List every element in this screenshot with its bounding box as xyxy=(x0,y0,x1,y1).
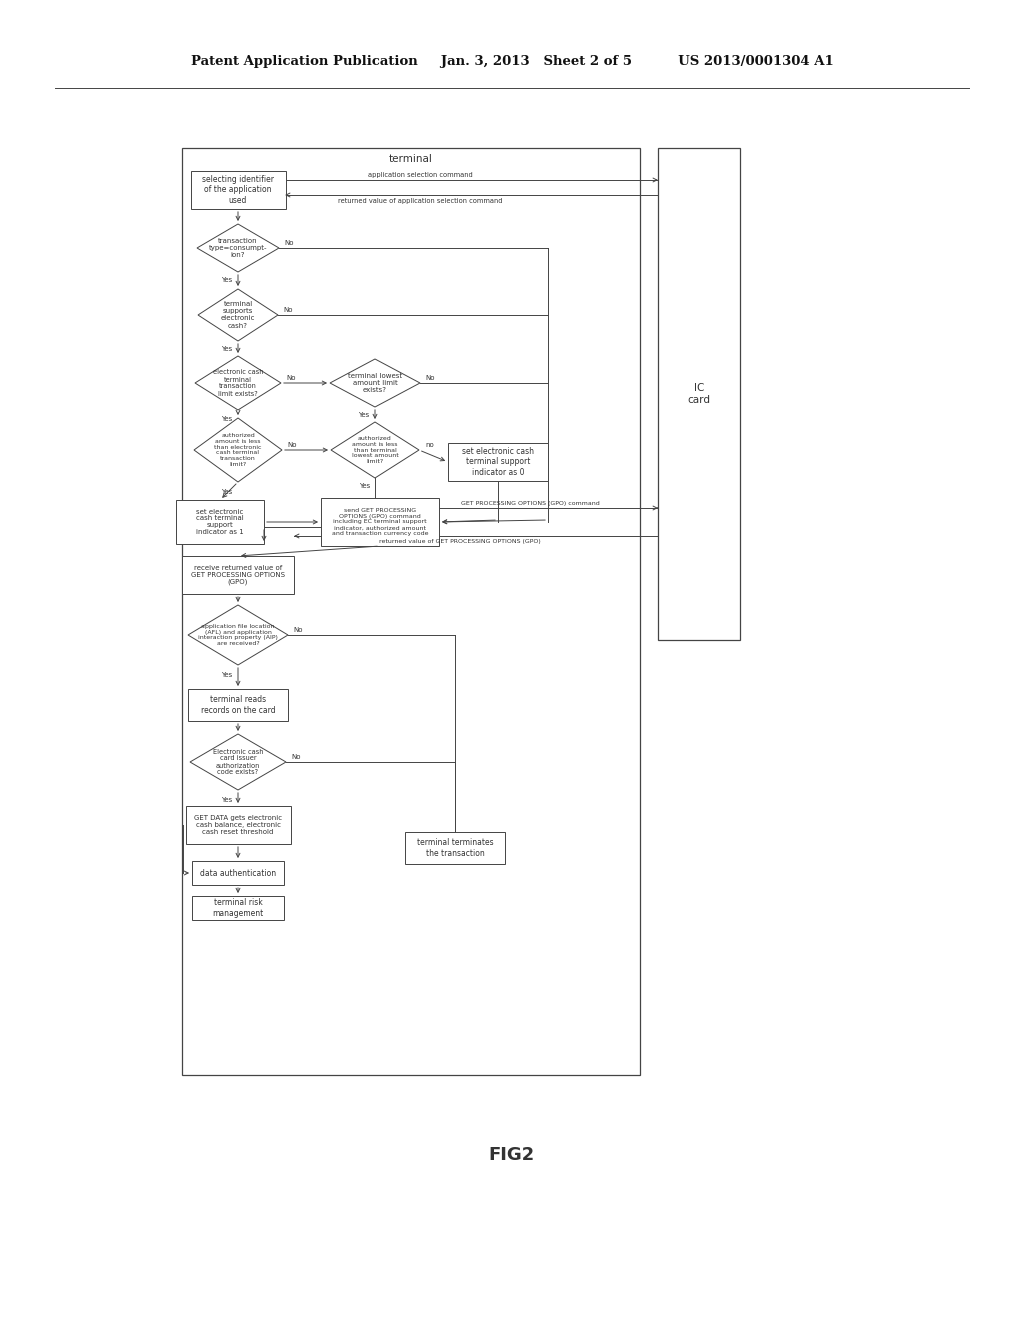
Polygon shape xyxy=(198,289,278,341)
Bar xyxy=(185,807,291,843)
Bar xyxy=(449,444,548,480)
Text: returned value of GET PROCESSING OPTIONS (GPO): returned value of GET PROCESSING OPTIONS… xyxy=(379,540,541,544)
Polygon shape xyxy=(190,734,286,789)
Text: No: No xyxy=(283,308,293,313)
Text: Yes: Yes xyxy=(221,277,232,282)
Polygon shape xyxy=(331,422,419,478)
Text: Yes: Yes xyxy=(221,416,232,422)
Bar xyxy=(658,148,740,640)
Text: No: No xyxy=(284,240,294,246)
Text: terminal
supports
electronic
cash?: terminal supports electronic cash? xyxy=(221,301,255,329)
Text: Electronic cash
card issuer
authorization
code exists?: Electronic cash card issuer authorizatio… xyxy=(213,748,263,776)
Text: electronic cash
terminal
transaction
limit exists?: electronic cash terminal transaction lim… xyxy=(213,370,263,396)
Text: No: No xyxy=(293,627,302,634)
Bar xyxy=(321,498,439,546)
Text: Yes: Yes xyxy=(357,412,369,418)
Text: Yes: Yes xyxy=(221,488,232,495)
Text: Yes: Yes xyxy=(221,346,232,352)
Text: application selection command: application selection command xyxy=(368,172,472,178)
Text: FIG2: FIG2 xyxy=(488,1146,536,1164)
Text: terminal: terminal xyxy=(389,154,433,164)
Text: Yes: Yes xyxy=(358,483,370,488)
Polygon shape xyxy=(194,418,282,482)
Text: returned value of application selection command: returned value of application selection … xyxy=(338,198,502,205)
Text: authorized
amount is less
than terminal
lowest amount
limit?: authorized amount is less than terminal … xyxy=(351,436,398,465)
Polygon shape xyxy=(330,359,420,407)
Text: terminal lowest
amount limit
exists?: terminal lowest amount limit exists? xyxy=(348,374,402,393)
Text: application file location
(AFL) and application
interaction property (AIP)
are r: application file location (AFL) and appl… xyxy=(198,624,278,647)
Text: terminal reads
records on the card: terminal reads records on the card xyxy=(201,696,275,714)
Text: Yes: Yes xyxy=(221,797,232,803)
Text: selecting identifier
of the application
used: selecting identifier of the application … xyxy=(202,176,274,205)
Text: GET DATA gets electronic
cash balance, electronic
cash reset threshold: GET DATA gets electronic cash balance, e… xyxy=(194,814,282,836)
Bar xyxy=(190,172,286,209)
Bar xyxy=(188,689,288,721)
Text: terminal risk
management: terminal risk management xyxy=(212,899,263,917)
Text: set electronic
cash terminal
support
indicator as 1: set electronic cash terminal support ind… xyxy=(197,508,244,536)
Polygon shape xyxy=(195,356,281,411)
Bar xyxy=(406,832,505,865)
Text: Patent Application Publication     Jan. 3, 2013   Sheet 2 of 5          US 2013/: Patent Application Publication Jan. 3, 2… xyxy=(190,55,834,69)
Bar xyxy=(182,556,294,594)
Text: receive returned value of
GET PROCESSING OPTIONS
(GPO): receive returned value of GET PROCESSING… xyxy=(191,565,285,585)
Text: No: No xyxy=(287,442,297,447)
Polygon shape xyxy=(188,605,288,665)
Bar xyxy=(193,896,284,920)
Bar xyxy=(176,500,264,544)
Text: no: no xyxy=(425,442,434,447)
Text: Yes: Yes xyxy=(221,672,232,678)
Text: GET PROCESSING OPTIONS (GPO) command: GET PROCESSING OPTIONS (GPO) command xyxy=(461,500,599,506)
Text: transaction
type=consumpt-
ion?: transaction type=consumpt- ion? xyxy=(209,238,267,257)
Text: IC
card: IC card xyxy=(687,383,711,405)
Bar xyxy=(182,148,640,1074)
Text: authorized
amount is less
than electronic
cash terminal
transaction
limit?: authorized amount is less than electroni… xyxy=(214,433,262,467)
Text: send GET PROCESSING
OPTIONS (GPO) command
including EC terminal support
indicato: send GET PROCESSING OPTIONS (GPO) comman… xyxy=(332,508,428,536)
Bar xyxy=(193,861,284,884)
Text: No: No xyxy=(286,375,296,381)
Text: No: No xyxy=(291,754,300,760)
Text: No: No xyxy=(425,375,434,381)
Text: set electronic cash
terminal support
indicator as 0: set electronic cash terminal support ind… xyxy=(462,447,534,477)
Text: data authentication: data authentication xyxy=(200,869,276,878)
Text: terminal terminates
the transaction: terminal terminates the transaction xyxy=(417,838,494,858)
Polygon shape xyxy=(197,224,279,272)
